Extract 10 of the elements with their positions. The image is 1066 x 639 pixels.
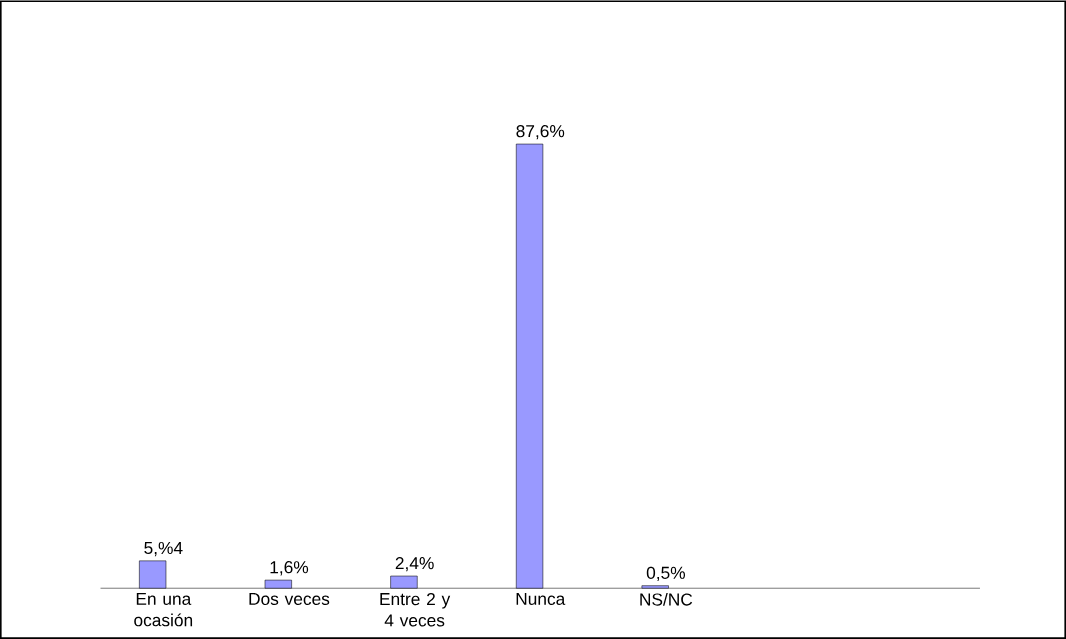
x-tick-label: En una ocasión <box>134 592 193 627</box>
x-tick-label: Entre 2 y 4 veces <box>380 592 451 627</box>
data-label: 2,4% <box>395 557 434 572</box>
data-label: 87,6% <box>516 125 565 140</box>
data-label: 0,5% <box>646 566 686 582</box>
x-tick-label: Dos veces <box>249 592 330 606</box>
x-tick-label: NS/NC <box>640 592 693 606</box>
data-label: 1,6% <box>270 561 309 576</box>
data-label: 5,%4 <box>144 541 183 557</box>
x-tick-label: Nunca <box>516 592 566 606</box>
